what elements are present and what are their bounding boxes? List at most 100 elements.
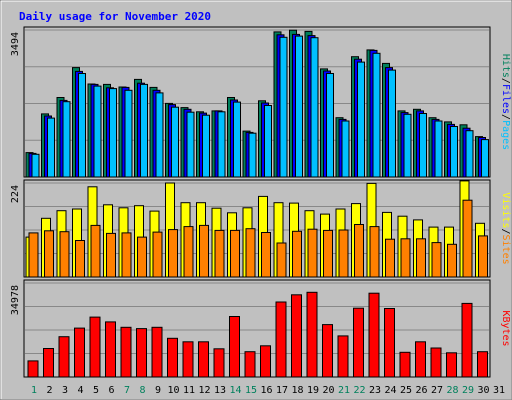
pages-bar-day-17 [279,36,288,178]
visits-sites-side-legend: Visits/Sites [500,192,511,264]
visits-sites-ymax-label: 224 [10,185,21,203]
pages-bar-day-5 [93,85,102,178]
pages-bar-day-23 [372,52,381,178]
legend-hits: Hits [500,54,511,78]
kbytes-panel: 34978 KBytes [10,279,511,378]
x-tick-label-day-2: 2 [46,385,52,396]
pages-bar-day-20 [326,73,334,178]
hits-files-pages-side-legend: Hits/Files/Pages [500,54,511,150]
kbytes-bar-day-4 [74,327,85,378]
x-tick-label-day-5: 5 [93,385,99,396]
pages-bar-day-1 [31,153,40,178]
chart-title: Daily usage for November 2020 [19,10,211,23]
sites-bar-day-11 [183,226,194,278]
kbytes-bar-day-14 [229,316,240,378]
kbytes-bar-day-25 [399,351,411,378]
pages-bar-day-6 [109,88,117,178]
x-axis-labels: 1 2 3 4 5 6 7 8 9 10 11 12 13 14 15 16 17 18 19 20 21 22 23 24 2… [31,385,505,396]
sites-bar-day-13 [214,229,225,278]
kbytes-bar-day-11 [182,341,194,378]
kbytes-bar-day-1 [27,360,39,378]
kbytes-bar-day-20 [322,324,333,378]
sites-bar-day-7 [121,232,132,278]
sites-bar-day-12 [199,224,209,278]
sites-bar-day-25 [400,238,411,278]
sites-bar-day-28 [447,243,457,278]
sites-bar-day-5 [90,224,101,278]
pages-bar-day-22 [357,61,365,178]
kbytes-bar-day-26 [415,341,426,378]
x-tick-label-day-21: 21 [338,385,350,396]
pages-bar-day-30 [481,139,489,178]
sites-bar-day-22 [354,224,364,278]
legend-kbytes: KBytes [500,310,511,346]
pages-bar-day-25 [403,113,412,178]
pages-bar-day-29 [465,130,474,178]
x-tick-label-day-9: 9 [155,385,161,396]
kbytes-ymax-label: 34978 [10,285,21,315]
kbytes-bar-day-2 [43,348,54,378]
pages-bar-day-4 [78,73,86,178]
x-tick-label-day-4: 4 [77,385,83,396]
x-tick-label-day-26: 26 [415,385,427,396]
x-tick-label-day-27: 27 [431,385,443,396]
sites-bar-day-10 [168,229,178,278]
pages-bar-day-15 [248,132,257,178]
x-tick-label-day-28: 28 [446,385,458,396]
x-tick-label-day-8: 8 [139,385,145,396]
legend-visits: Visits [500,192,511,228]
pages-bar-day-8 [140,83,148,178]
kbytes-bar-day-18 [291,294,302,378]
kbytes-bar-day-5 [89,316,101,378]
sites-bar-day-18 [292,230,302,278]
x-tick-label-day-17: 17 [276,385,288,396]
pages-bar-day-11 [186,111,195,178]
kbytes-bar-day-12 [198,341,209,378]
sites-bar-day-1 [28,232,39,278]
pages-bar-day-3 [62,101,71,178]
hits-files-pages-ymax-label: 3494 [10,32,21,56]
x-tick-label-day-24: 24 [384,385,396,396]
x-tick-label-day-22: 22 [353,385,365,396]
x-tick-label-day-11: 11 [183,385,195,396]
hits-files-pages-panel: 3494 Hits/Files/Pages [10,26,511,178]
sites-bar-day-17 [276,242,287,278]
chart-panels: 3494 Hits/Files/Pages 224 Visits/Sites 34978… [10,26,511,378]
pages-bar-day-27 [434,120,443,178]
pages-bar-day-26 [419,113,427,178]
x-tick-label-day-18: 18 [291,385,303,396]
pages-bar-day-24 [388,69,396,178]
x-tick-label-day-25: 25 [400,385,412,396]
x-tick-label-day-16: 16 [260,385,272,396]
kbytes-bar-day-7 [120,326,132,378]
kbytes-bar-day-28 [446,352,457,378]
visits-sites-plot-area [23,179,491,278]
x-tick-label-day-30: 30 [477,385,489,396]
kbytes-bar-day-17 [275,301,287,378]
x-tick-label-day-13: 13 [214,385,226,396]
x-tick-label-day-7: 7 [124,385,130,396]
x-tick-label-day-23: 23 [369,385,381,396]
sites-bar-day-2 [44,230,54,278]
sites-bar-day-16 [261,232,271,278]
sites-bar-day-30 [478,235,488,278]
kbytes-bar-day-3 [58,336,70,378]
x-tick-label-day-10: 10 [167,385,179,396]
pages-bar-day-7 [124,89,133,178]
kbytes-bar-day-9 [151,326,163,378]
kbytes-side-legend: KBytes [500,310,511,346]
sites-bar-day-20 [323,229,333,278]
sites-bar-day-29 [462,199,473,278]
kbytes-bar-day-6 [105,321,116,378]
pages-bar-day-21 [341,120,350,178]
x-tick-label-day-19: 19 [307,385,319,396]
kbytes-bar-day-8 [136,328,147,378]
visits-sites-panel: 224 Visits/Sites [10,179,511,278]
sites-bar-day-14 [230,229,240,278]
kbytes-bar-day-10 [167,337,178,378]
pages-bar-day-13 [217,111,226,178]
sites-bar-day-19 [307,228,318,278]
pages-bar-day-19 [310,37,319,178]
sites-bar-day-23 [369,226,380,278]
